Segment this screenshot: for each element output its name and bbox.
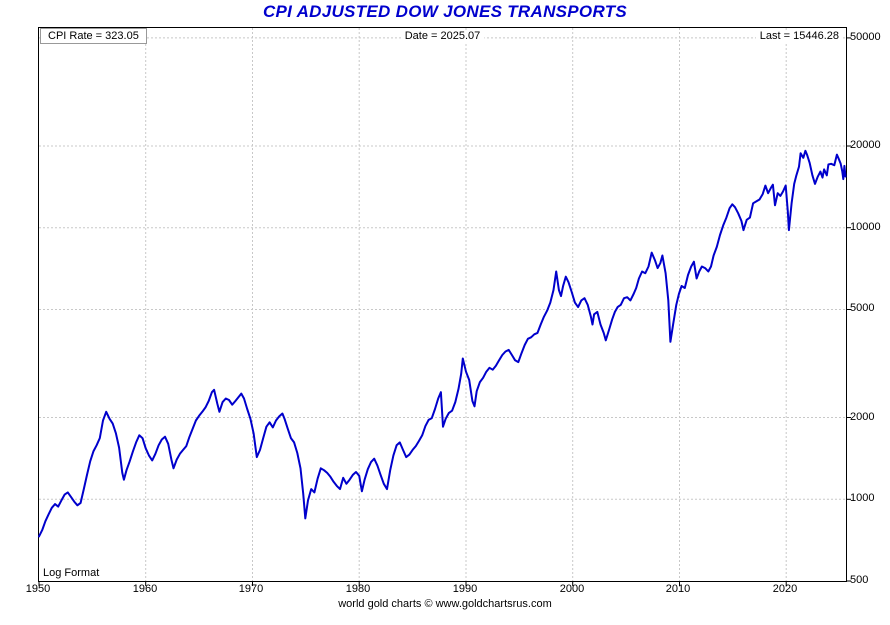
y-tick-label: 500 bbox=[850, 574, 869, 586]
last-value-label: Last = 15446.28 bbox=[755, 30, 843, 42]
plot-area: CPI Rate = 323.05 Date = 2025.07 Last = … bbox=[38, 27, 851, 586]
y-tick-label: 2000 bbox=[850, 411, 875, 423]
y-tick-label: 1000 bbox=[850, 492, 875, 504]
x-tick-label: 1990 bbox=[452, 583, 478, 595]
x-tick-label: 2000 bbox=[559, 583, 585, 595]
log-format-label: Log Format bbox=[43, 567, 100, 579]
x-tick-label: 1980 bbox=[345, 583, 371, 595]
page-title: CPI ADJUSTED DOW JONES TRANSPORTS bbox=[262, 2, 628, 21]
date-label: Date = 2025.07 bbox=[400, 30, 485, 42]
x-tick-label: 1950 bbox=[25, 583, 51, 595]
price-line-chart bbox=[38, 28, 851, 586]
footer-credit: world gold charts © www.goldchartsrus.co… bbox=[338, 598, 552, 610]
x-tick-label: 1960 bbox=[132, 583, 158, 595]
y-tick-label: 5000 bbox=[850, 302, 875, 314]
x-tick-label: 2020 bbox=[772, 583, 798, 595]
cpi-rate-label: CPI Rate = 323.05 bbox=[40, 28, 147, 44]
x-tick-label: 1970 bbox=[238, 583, 264, 595]
y-tick-label: 20000 bbox=[850, 139, 881, 151]
y-tick-label: 10000 bbox=[850, 221, 881, 233]
y-tick-label: 50000 bbox=[850, 31, 881, 43]
x-tick-label: 2010 bbox=[665, 583, 691, 595]
